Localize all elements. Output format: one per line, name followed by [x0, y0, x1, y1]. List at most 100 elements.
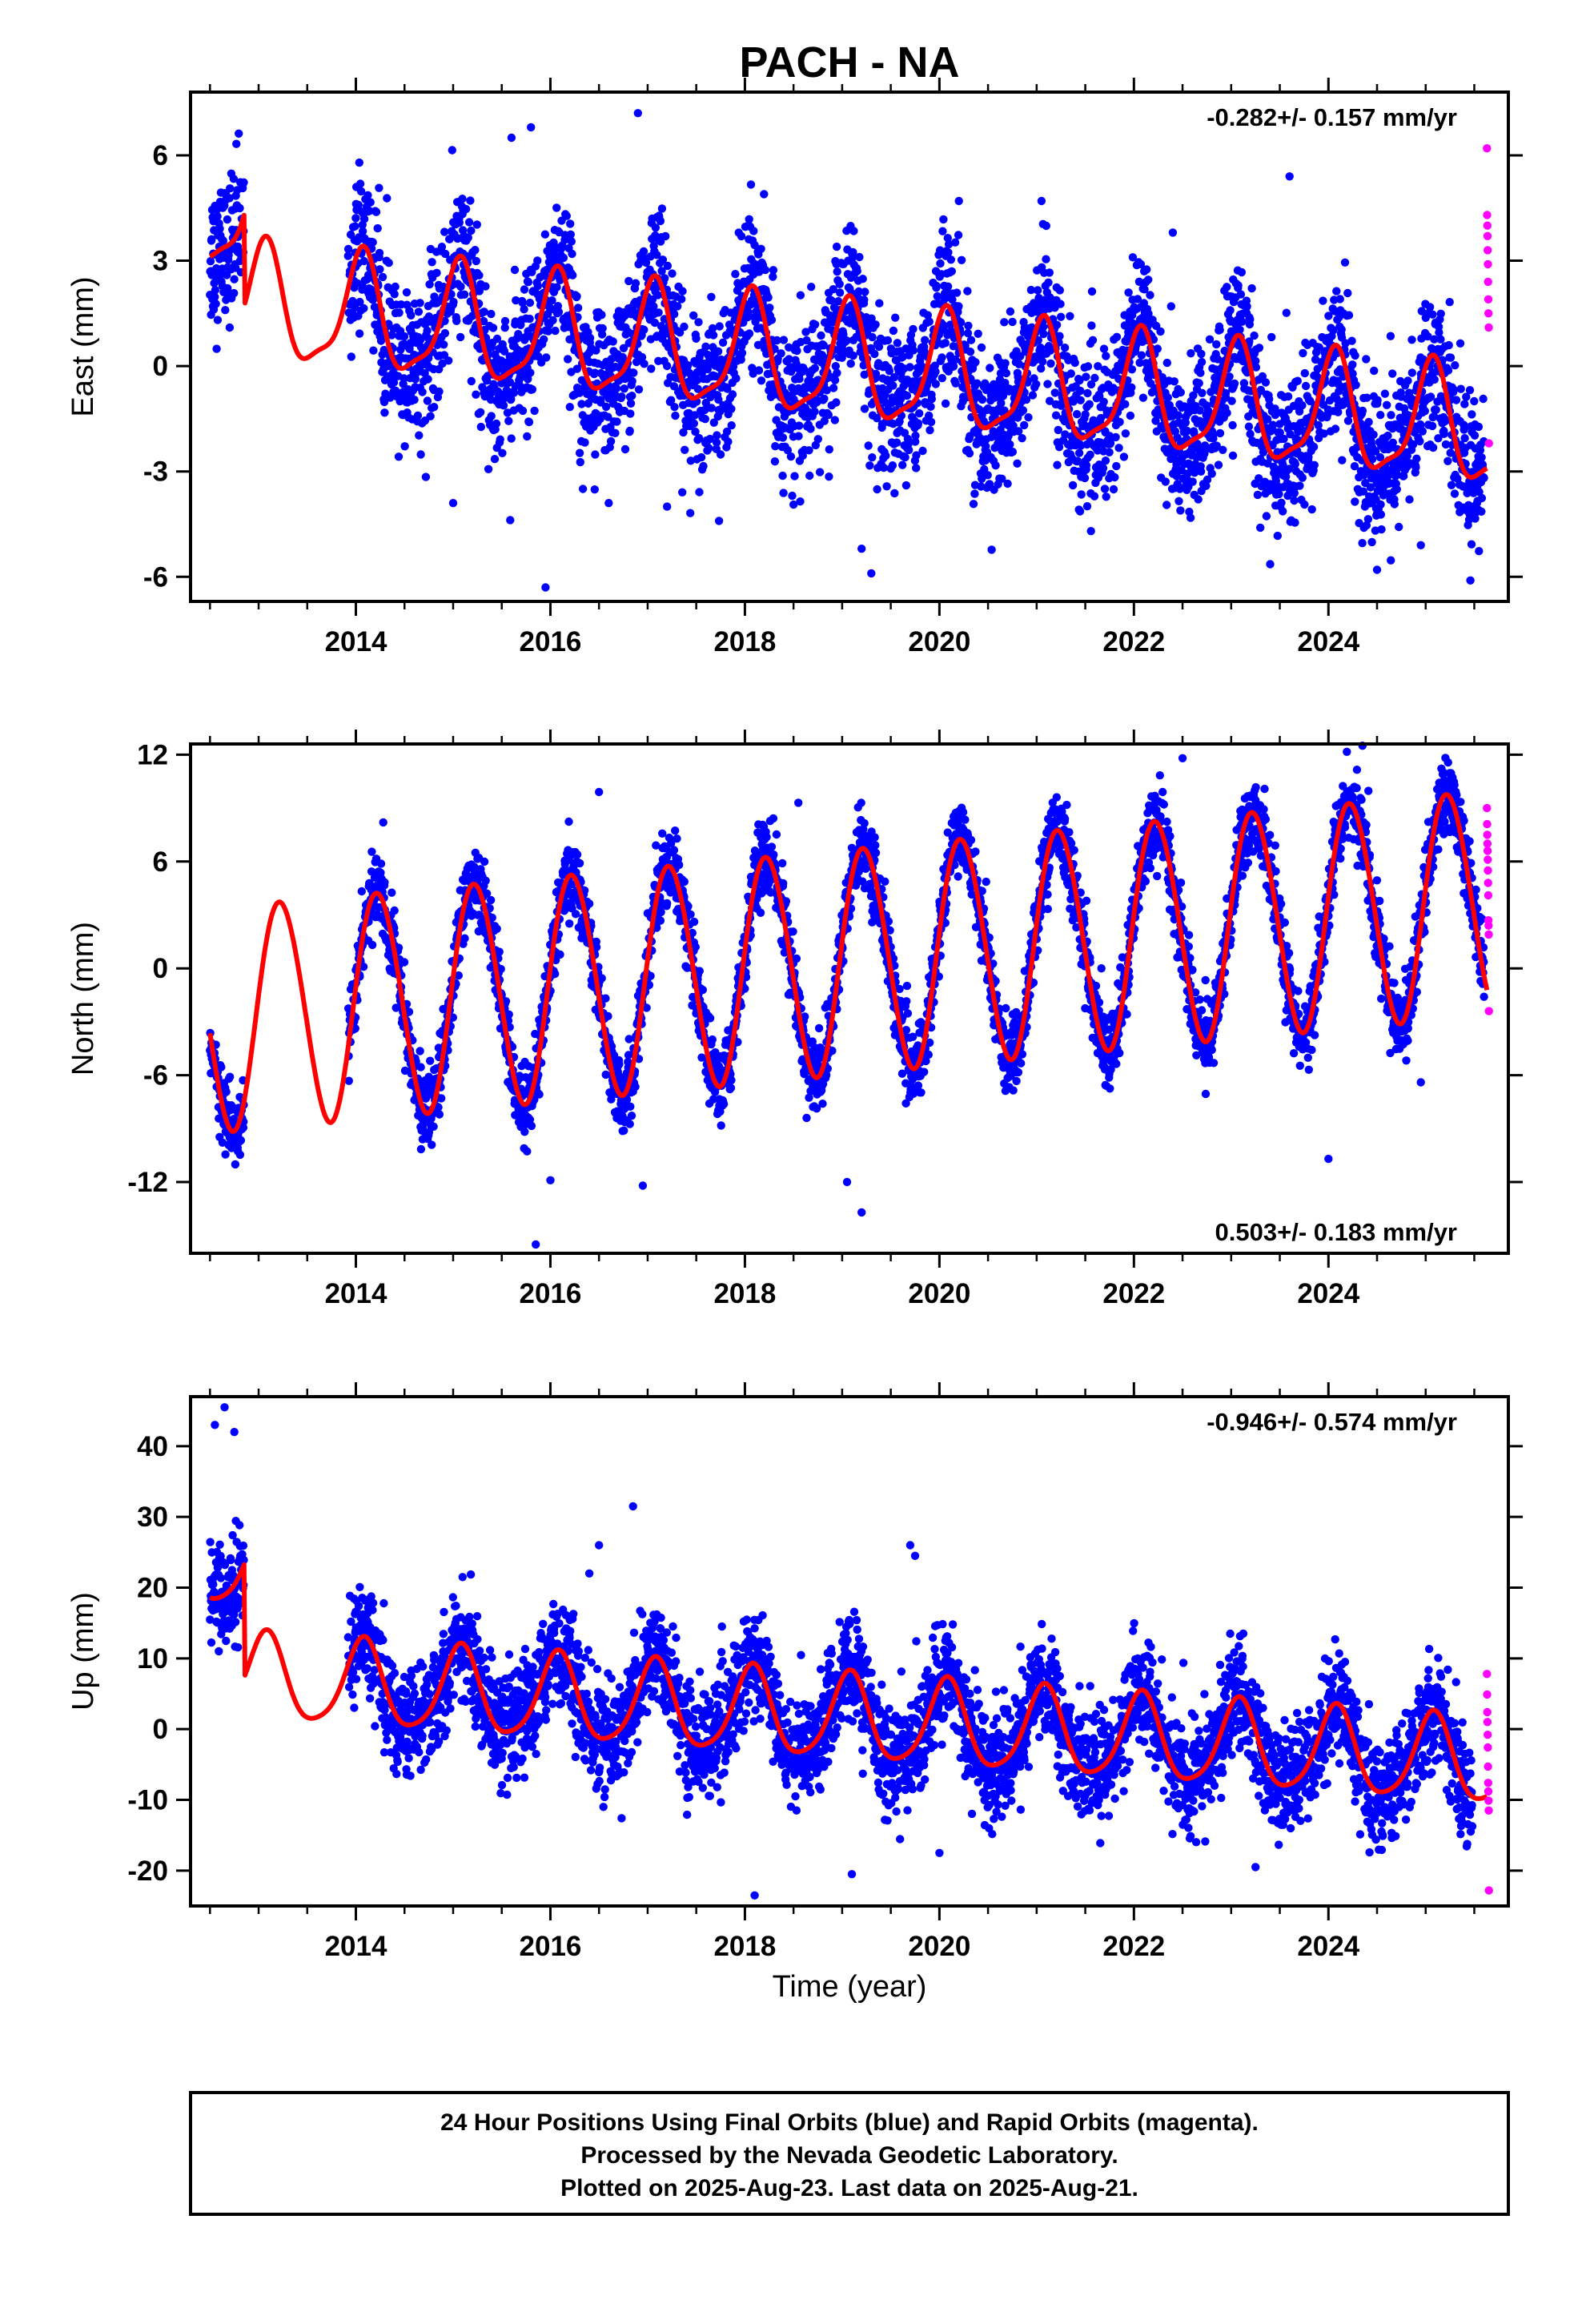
data-point [1076, 396, 1085, 404]
data-point [428, 258, 436, 267]
data-point [1244, 422, 1254, 431]
data-point [416, 1047, 424, 1055]
data-point [1197, 349, 1206, 359]
data-point [510, 265, 520, 275]
outlier-point [633, 109, 642, 118]
data-point [354, 200, 363, 210]
data-point [219, 236, 228, 245]
data-point [1407, 336, 1416, 344]
data-point [1307, 505, 1316, 514]
data-point [1207, 469, 1216, 478]
data-point [428, 1140, 436, 1149]
data-point [625, 426, 634, 436]
data-point [1431, 405, 1440, 414]
data-point [810, 320, 820, 329]
data-point [941, 399, 950, 408]
data-point [1127, 365, 1137, 374]
data-point [1044, 278, 1053, 287]
data-point [425, 279, 434, 289]
data-point [367, 847, 376, 856]
data-point [223, 283, 232, 293]
data-point [697, 452, 706, 462]
data-point [481, 282, 490, 291]
data-point [1295, 481, 1304, 490]
data-point [1428, 310, 1437, 319]
data-point [1088, 336, 1098, 344]
data-point [1146, 291, 1154, 300]
data-point [695, 488, 704, 497]
data-point [573, 304, 583, 312]
data-point [213, 316, 223, 324]
data-point [653, 291, 662, 300]
data-point [1373, 396, 1382, 404]
data-point [663, 261, 673, 271]
data-point [795, 374, 804, 384]
data-point [1109, 485, 1118, 494]
data-point [1363, 515, 1373, 524]
data-point [1369, 430, 1378, 439]
data-point [731, 270, 740, 279]
data-point [211, 286, 220, 295]
data-point [500, 347, 509, 356]
data-point [1124, 288, 1133, 297]
data-point [1446, 353, 1456, 362]
data-point [1162, 501, 1171, 509]
y-tick-label: 3 [153, 246, 168, 277]
data-point [870, 349, 879, 359]
data-point [375, 265, 384, 274]
data-point [411, 375, 420, 384]
data-point [591, 450, 600, 459]
data-point [387, 888, 396, 897]
data-point [939, 215, 948, 224]
data-point [1283, 392, 1293, 401]
data-point [1436, 335, 1445, 344]
data-point [651, 223, 661, 232]
data-point [487, 412, 496, 420]
data-point [931, 367, 940, 376]
data-point [440, 227, 449, 236]
data-point [941, 339, 950, 348]
data-point [1006, 440, 1014, 449]
data-point [1083, 388, 1092, 398]
data-point [777, 349, 785, 358]
data-point [767, 316, 777, 324]
data-point [1450, 489, 1460, 498]
data-point [1364, 417, 1373, 427]
data-point [938, 353, 946, 362]
data-point [1099, 344, 1109, 353]
outlier-point [1256, 523, 1265, 533]
data-point [746, 180, 756, 189]
data-point [670, 403, 679, 412]
data-point [1477, 453, 1486, 462]
data-point [379, 818, 387, 827]
data-point [235, 1150, 245, 1160]
data-point [498, 448, 507, 457]
data-point [806, 424, 815, 433]
data-point [1235, 325, 1244, 334]
data-point [1197, 357, 1207, 367]
data-point [620, 444, 630, 454]
data-point [677, 295, 686, 304]
data-point [568, 271, 577, 279]
data-point [1456, 339, 1465, 348]
data-point [1080, 473, 1090, 483]
data-point [974, 329, 982, 338]
data-point [1386, 332, 1395, 340]
data-point [1032, 380, 1041, 388]
data-point [524, 278, 533, 287]
data-point [568, 249, 576, 259]
data-point [786, 452, 796, 461]
data-point [504, 1010, 513, 1019]
data-point [1299, 348, 1307, 358]
data-point [448, 146, 456, 155]
data-point [1377, 525, 1386, 534]
data-point [888, 461, 897, 470]
data-point [437, 243, 447, 251]
data-point [1086, 527, 1095, 536]
data-point [1024, 413, 1033, 422]
data-point [714, 517, 724, 525]
data-point [343, 244, 353, 254]
data-point [376, 859, 386, 868]
data-point [359, 215, 369, 223]
data-point [1420, 407, 1430, 416]
